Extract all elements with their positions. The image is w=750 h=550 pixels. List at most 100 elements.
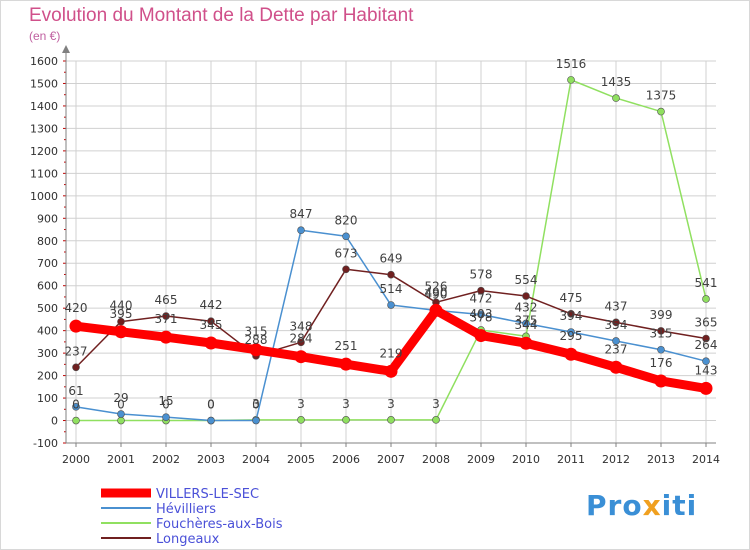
x-tick-label: 2013 bbox=[647, 453, 675, 466]
data-label-longeaux: 437 bbox=[605, 299, 628, 313]
data-point-hevilliers bbox=[252, 416, 260, 425]
data-label-longeaux: 348 bbox=[290, 319, 313, 333]
data-point-hevilliers bbox=[72, 403, 80, 411]
data-label-villers-le-sec: 420 bbox=[65, 301, 88, 315]
data-label-foucheres-aux-bois: 0 bbox=[117, 398, 125, 412]
data-point-foucheres-aux-bois bbox=[702, 295, 710, 303]
data-label-villers-le-sec: 295 bbox=[560, 329, 583, 343]
y-tick-label: 600 bbox=[37, 280, 58, 293]
data-point-villers-le-sec bbox=[429, 303, 443, 317]
data-point-villers-le-sec bbox=[339, 357, 353, 371]
y-tick-label: 1500 bbox=[30, 77, 58, 90]
data-label-foucheres-aux-bois: 1375 bbox=[646, 89, 677, 103]
data-point-villers-le-sec bbox=[699, 381, 713, 395]
series-layer bbox=[69, 76, 713, 425]
data-point-hevilliers bbox=[162, 413, 170, 421]
data-point-villers-le-sec bbox=[654, 374, 668, 388]
data-label-longeaux: 440 bbox=[110, 299, 133, 313]
y-tick-label: 1300 bbox=[30, 122, 58, 135]
data-label-villers-le-sec: 176 bbox=[650, 356, 673, 370]
data-label-villers-le-sec: 395 bbox=[110, 307, 133, 321]
x-tick-label: 2003 bbox=[197, 453, 225, 466]
x-tick-label: 2008 bbox=[422, 453, 450, 466]
y-tick-label: 0 bbox=[51, 415, 58, 428]
x-tick-label: 2012 bbox=[602, 453, 630, 466]
y-tick-label: 1600 bbox=[30, 55, 58, 68]
legend-label-foucheres-aux-bois: Fouchères-aux-Bois bbox=[156, 517, 283, 532]
data-label-hevilliers: 472 bbox=[470, 291, 493, 305]
data-label-villers-le-sec: 315 bbox=[245, 325, 268, 339]
data-label-longeaux: 365 bbox=[695, 316, 718, 330]
data-label-hevilliers: 0 bbox=[252, 398, 260, 412]
data-point-hevilliers bbox=[117, 410, 125, 418]
y-tick-label: 400 bbox=[37, 325, 58, 338]
data-point-longeaux bbox=[387, 270, 395, 279]
data-label-hevilliers: 315 bbox=[650, 327, 673, 341]
data-label-foucheres-aux-bois: 3 bbox=[297, 397, 305, 411]
data-point-foucheres-aux-bois bbox=[657, 107, 665, 116]
data-label-hevilliers: 61 bbox=[68, 384, 83, 398]
data-point-longeaux bbox=[162, 312, 170, 320]
data-label-hevilliers: 847 bbox=[290, 207, 313, 221]
data-label-longeaux: 554 bbox=[515, 273, 538, 287]
data-label-hevilliers: 29 bbox=[113, 391, 128, 405]
data-label-foucheres-aux-bois: 1516 bbox=[556, 57, 587, 71]
logo-part-3: iti bbox=[661, 489, 698, 522]
data-point-hevilliers bbox=[567, 328, 575, 336]
data-label-villers-le-sec: 251 bbox=[335, 339, 358, 353]
data-point-foucheres-aux-bois bbox=[117, 416, 125, 425]
data-label-foucheres-aux-bois: 3 bbox=[387, 397, 395, 411]
data-label-foucheres-aux-bois: 3 bbox=[342, 397, 350, 411]
y-tick-label: 200 bbox=[37, 370, 58, 383]
logo-part-2: x bbox=[642, 489, 662, 522]
data-point-villers-le-sec bbox=[384, 364, 398, 378]
x-tick-label: 2004 bbox=[242, 453, 270, 466]
data-label-villers-le-sec: 345 bbox=[200, 318, 223, 332]
data-point-villers-le-sec bbox=[249, 343, 263, 357]
data-point-longeaux bbox=[207, 317, 215, 326]
data-label-foucheres-aux-bois: 3 bbox=[252, 397, 260, 411]
data-point-hevilliers bbox=[657, 345, 665, 354]
x-tick-label: 2000 bbox=[62, 453, 90, 466]
data-point-hevilliers bbox=[297, 226, 305, 235]
x-tick-label: 2006 bbox=[332, 453, 360, 466]
data-point-foucheres-aux-bois bbox=[387, 416, 395, 424]
y-tick-label: 700 bbox=[37, 257, 58, 270]
data-label-foucheres-aux-bois: 541 bbox=[695, 276, 718, 290]
y-tick-label: 500 bbox=[37, 302, 58, 315]
data-point-longeaux bbox=[477, 286, 485, 295]
data-label-longeaux: 526 bbox=[425, 279, 448, 293]
chart-unit-label: (en €) bbox=[29, 29, 61, 43]
data-label-foucheres-aux-bois: 3 bbox=[432, 397, 440, 411]
data-point-villers-le-sec bbox=[519, 336, 533, 350]
x-tick-label: 2009 bbox=[467, 453, 495, 466]
y-axis-arrow bbox=[62, 45, 70, 53]
logo-part-1: Pro bbox=[586, 489, 643, 522]
proxiti-logo: Proxiti bbox=[586, 489, 697, 522]
data-point-longeaux bbox=[72, 363, 80, 372]
y-tick-label: -100 bbox=[33, 437, 58, 450]
data-point-hevilliers bbox=[207, 416, 215, 425]
data-point-foucheres-aux-bois bbox=[342, 416, 350, 424]
data-point-villers-le-sec bbox=[114, 325, 128, 339]
legend-label-villers-le-sec: VILLERS-LE-SEC bbox=[156, 487, 259, 502]
data-label-longeaux: 475 bbox=[560, 291, 583, 305]
y-tick-label: 300 bbox=[37, 347, 58, 360]
data-point-hevilliers bbox=[702, 357, 710, 366]
data-point-hevilliers bbox=[342, 232, 350, 241]
legend-label-hevilliers: Hévilliers bbox=[156, 502, 216, 517]
data-label-hevilliers: 264 bbox=[695, 338, 718, 352]
x-tick-label: 2014 bbox=[692, 453, 720, 466]
data-point-villers-le-sec bbox=[159, 330, 173, 344]
axis-layer: -100010020030040050060070080090010001100… bbox=[30, 45, 720, 466]
y-tick-label: 1100 bbox=[30, 167, 58, 180]
data-point-longeaux bbox=[567, 309, 575, 318]
data-label-longeaux: 237 bbox=[65, 344, 88, 358]
data-point-hevilliers bbox=[387, 301, 395, 309]
data-label-hevilliers: 432 bbox=[515, 300, 538, 314]
data-label-villers-le-sec: 344 bbox=[515, 318, 538, 332]
data-point-foucheres-aux-bois bbox=[72, 416, 80, 425]
data-label-hevilliers: 490 bbox=[425, 287, 448, 301]
